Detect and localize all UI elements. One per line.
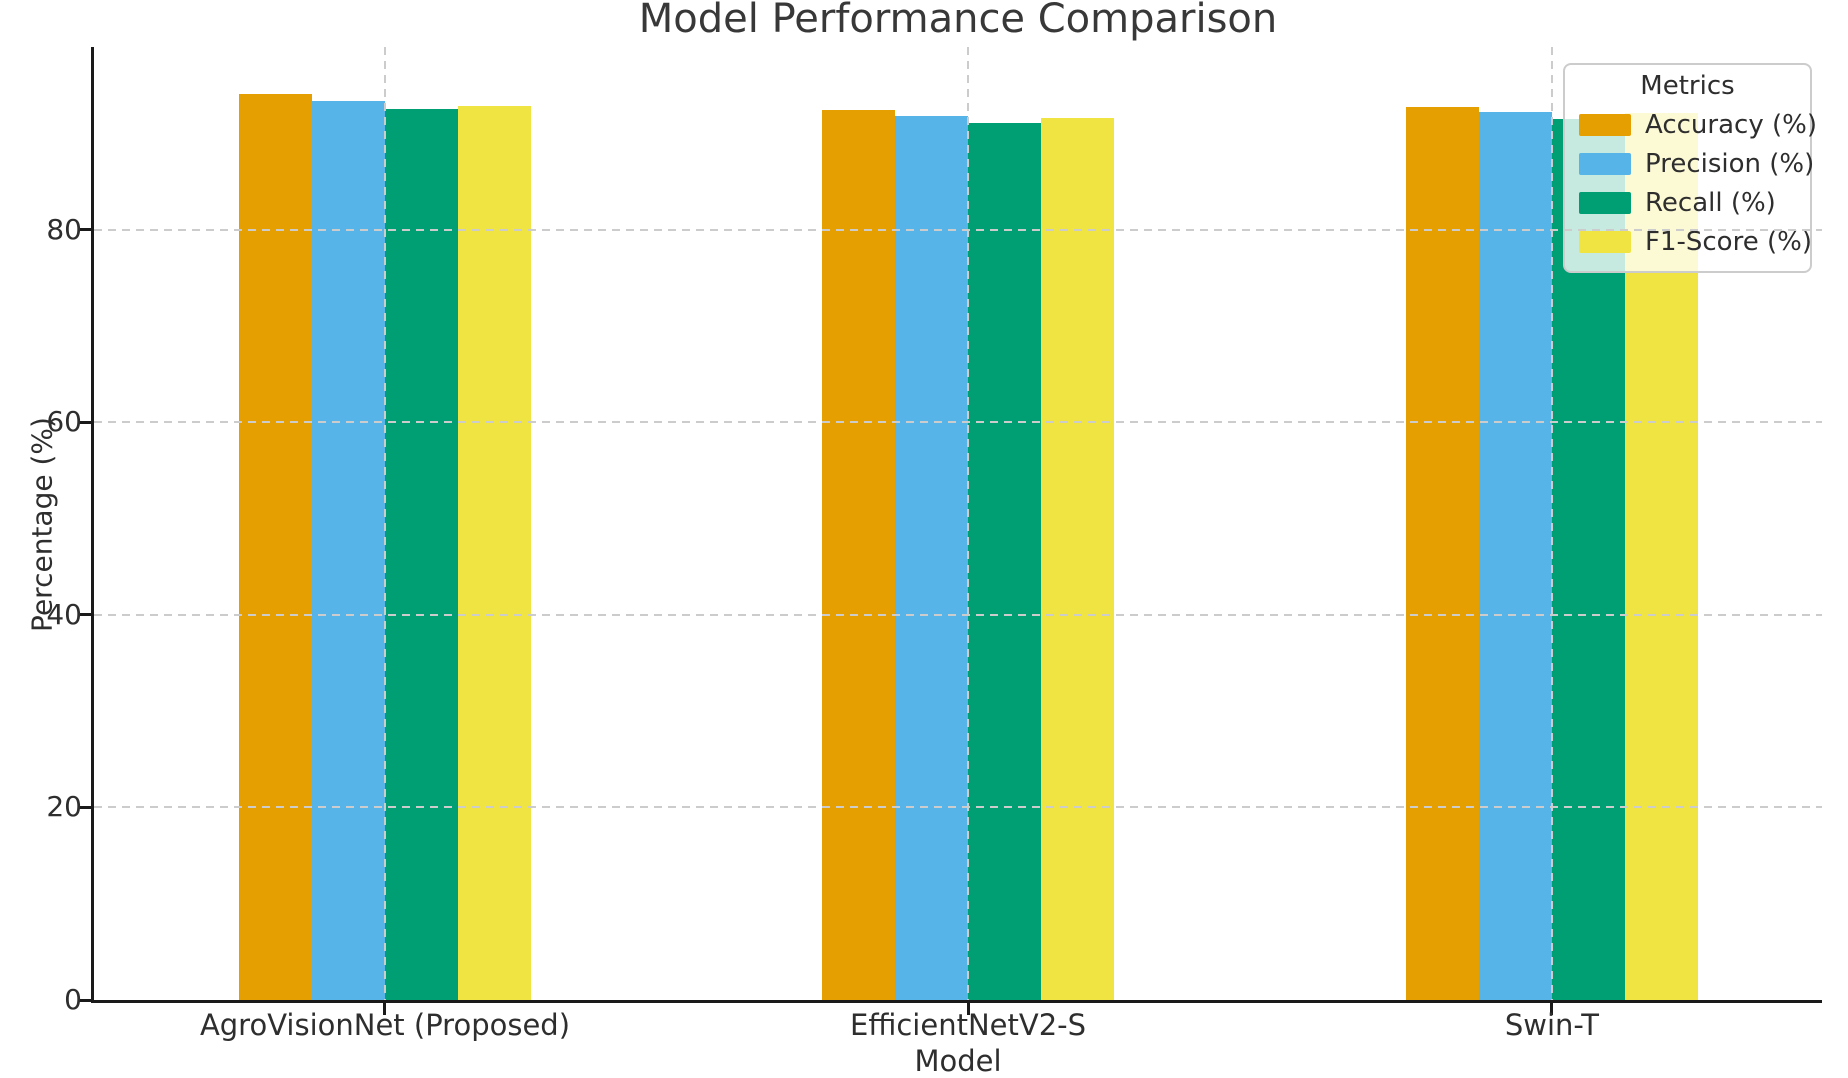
legend: Metrics Accuracy (%) Precision (%) Recall … (1563, 63, 1817, 273)
legend-label: Precision (%) (1645, 148, 1815, 179)
y-tick-mark (79, 805, 91, 809)
y-tick-mark (79, 420, 91, 424)
y-tick-label: 40 (46, 597, 82, 631)
bar-accuracy--1 (822, 109, 896, 1000)
legend-swatch-icon (1579, 191, 1631, 214)
chart-title: Model Performance Comparison (638, 0, 1278, 42)
legend-row: Recall (%) (1565, 183, 1810, 222)
bar-f1-score--0 (457, 105, 531, 1000)
vertical-gridline (967, 47, 970, 1000)
legend-row: Precision (%) (1565, 144, 1814, 183)
y-tick-mark (79, 228, 91, 232)
y-tick-label: 20 (46, 790, 82, 824)
x-axis-label: Model (914, 1044, 1002, 1078)
y-tick-label: 60 (46, 405, 82, 439)
horizontal-gridline (94, 806, 1822, 809)
legend-row: F1-Score (%) (1565, 222, 1812, 261)
y-tick-label: 80 (46, 212, 82, 246)
bar-precision--0 (311, 100, 385, 1000)
bar-accuracy--0 (238, 94, 312, 1000)
bar-recall--0 (384, 108, 458, 1000)
plot-area: Metrics Accuracy (%) Precision (%) Recall … (79, 47, 1822, 1015)
bar-accuracy--2 (1405, 106, 1479, 1000)
y-tick-mark (79, 998, 91, 1002)
horizontal-gridline (94, 613, 1822, 616)
legend-swatch-icon (1579, 152, 1631, 175)
legend-label: Recall (%) (1645, 187, 1776, 218)
legend-label: F1-Score (%) (1645, 226, 1812, 257)
x-axis-spine (91, 1000, 1822, 1003)
x-tick-mark (383, 1003, 387, 1015)
x-tick-label: Swin-T (1504, 1008, 1599, 1042)
bar-precision--1 (895, 116, 969, 1000)
vertical-gridline (383, 47, 386, 1000)
y-axis-spine (91, 47, 94, 1003)
legend-label: Accuracy (%) (1645, 109, 1817, 140)
vertical-gridline (1550, 47, 1553, 1000)
legend-swatch-icon (1579, 113, 1631, 136)
bar-f1-score--1 (1041, 118, 1115, 1000)
bar-precision--2 (1478, 112, 1552, 1000)
y-tick-mark (79, 613, 91, 617)
legend-row: Accuracy (%) (1565, 105, 1817, 144)
horizontal-gridline (94, 228, 1822, 231)
x-tick-label: AgroVisionNet (Proposed) (199, 1008, 571, 1042)
y-axis-label: Percentage (%) (25, 417, 59, 632)
x-tick-mark (966, 1003, 970, 1015)
legend-swatch-icon (1579, 230, 1631, 253)
bar-recall--1 (968, 123, 1042, 1000)
y-tick-label: 0 (64, 983, 82, 1016)
legend-title: Metrics (1640, 71, 1735, 101)
horizontal-gridline (94, 421, 1822, 424)
x-tick-mark (1550, 1003, 1554, 1015)
x-tick-label: EfficientNetV2-S (850, 1008, 1087, 1042)
